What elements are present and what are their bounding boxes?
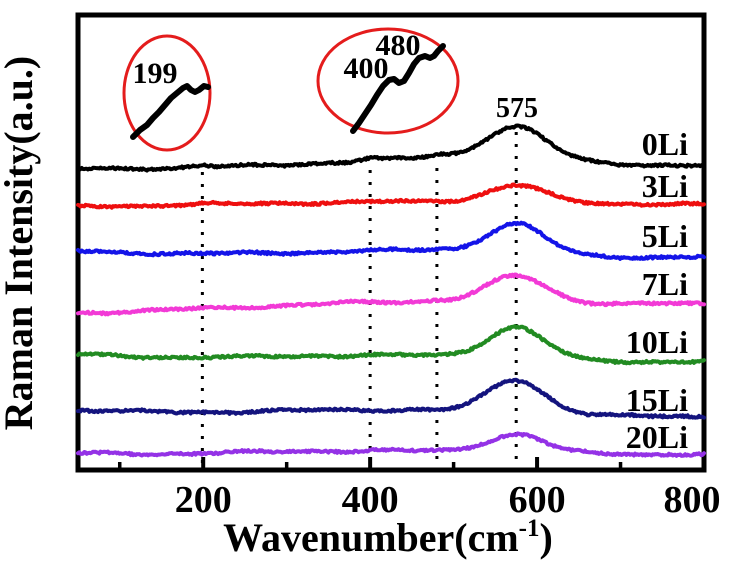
x-tick-label-400: 400 <box>342 479 399 521</box>
series-label-15Li: 15Li <box>626 382 688 418</box>
inset-ellipse-1 <box>122 34 212 152</box>
inset-ellipse-2 <box>316 27 460 135</box>
series-label-3Li: 3Li <box>642 168 688 204</box>
x-tick-label-600: 600 <box>509 479 566 521</box>
peak-label-575: 575 <box>496 93 538 124</box>
series-label-7Li: 7Li <box>642 266 688 302</box>
y-axis-label: Raman Intensity(a.u.) <box>0 56 41 430</box>
trace-20Li <box>76 431 706 458</box>
x-axis-tick-labels: 200 400 600 800 <box>175 479 721 521</box>
peak-label-480: 480 <box>376 29 421 62</box>
trace-5Li <box>76 220 706 261</box>
trace-15Li <box>76 377 706 420</box>
x-axis-label: Wavenumber(cm-1) <box>223 515 553 560</box>
x-tick-label-200: 200 <box>175 479 232 521</box>
spectra-traces <box>76 123 706 458</box>
inset-trace-1 <box>130 83 211 140</box>
x-tick-label-800: 800 <box>664 479 721 521</box>
trace-3Li <box>76 182 706 210</box>
series-label-20Li: 20Li <box>626 419 688 455</box>
trace-7Li <box>76 272 706 317</box>
trace-10Li <box>76 324 706 366</box>
trace-0Li <box>76 123 706 173</box>
series-label-10Li: 10Li <box>626 324 688 360</box>
peak-label-400: 400 <box>344 52 389 85</box>
x-axis-ticks <box>117 457 706 470</box>
series-label-0Li: 0Li <box>642 126 688 162</box>
inset-ellipses <box>122 27 460 152</box>
series-label-5Li: 5Li <box>642 218 688 254</box>
reference-lines <box>200 132 518 468</box>
inset-trace-2 <box>350 43 446 134</box>
peak-label-199: 199 <box>133 57 178 90</box>
